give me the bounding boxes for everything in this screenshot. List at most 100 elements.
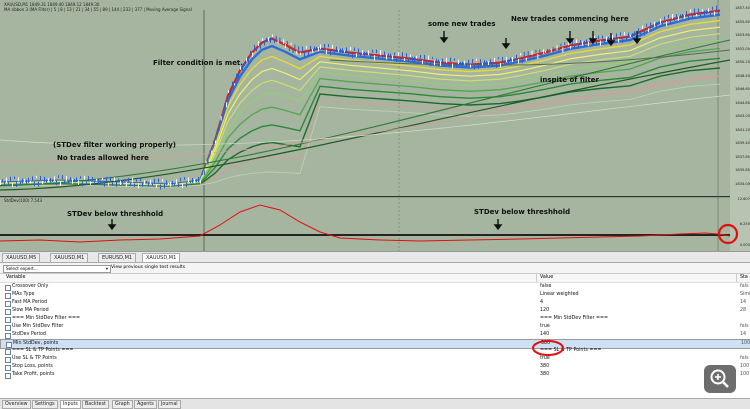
- candle: [112, 182, 113, 186]
- variable-start[interactable]: 28: [740, 308, 747, 313]
- row-checkbox[interactable]: [5, 300, 11, 307]
- candle: [60, 181, 61, 186]
- table-row[interactable]: === SL & TP Points === === SL & TP Points…: [0, 347, 750, 355]
- candle: [402, 52, 403, 58]
- candle: [180, 177, 181, 182]
- candle: [418, 58, 419, 64]
- candle: [598, 35, 599, 39]
- expert-select[interactable]: Select expert... ▾: [3, 264, 111, 273]
- candle: [162, 179, 163, 182]
- row-checkbox[interactable]: [5, 332, 11, 339]
- candle: [36, 175, 37, 179]
- variable-start[interactable]: 100: [740, 364, 750, 369]
- candle: [164, 183, 165, 189]
- candle: [426, 61, 427, 64]
- candle: [262, 38, 263, 42]
- variable-value[interactable]: false: [540, 284, 552, 289]
- candle: [694, 8, 695, 14]
- row-checkbox[interactable]: [6, 341, 12, 348]
- variable-value[interactable]: true: [540, 356, 550, 361]
- variable-start[interactable]: 14: [740, 300, 747, 305]
- variable-value[interactable]: 380: [541, 341, 551, 346]
- price-chart[interactable]: XAUUSD,M1 1849.31 1849.40 1849.12 1849.3…: [0, 0, 750, 251]
- variable-start[interactable]: 14: [740, 332, 747, 337]
- variable-name: === SL & TP Points ===: [12, 348, 74, 353]
- row-checkbox[interactable]: [5, 348, 11, 355]
- view-previous-results-link[interactable]: View previous single test results: [111, 265, 186, 270]
- candle: [644, 30, 645, 36]
- candle: [216, 128, 218, 134]
- tester-bottom-tabs: Overview Settings Inputs Backtest Graph Agent…: [0, 398, 750, 409]
- candle: [496, 63, 497, 68]
- candle: [488, 61, 489, 65]
- candle: [281, 42, 283, 45]
- variable-value[interactable]: === SL & TP Points ===: [540, 348, 602, 353]
- candle: [462, 61, 463, 67]
- table-row[interactable]: Fast MA Period 4 14: [0, 299, 750, 307]
- candle: [702, 9, 703, 12]
- candle: [606, 36, 607, 42]
- price-axis-label: 1835.80: [735, 168, 750, 172]
- variable-start[interactable]: Simi: [740, 292, 750, 297]
- candle: [342, 48, 343, 53]
- column-variable[interactable]: Variable: [6, 275, 26, 280]
- candle: [442, 58, 443, 63]
- candle: [550, 48, 552, 53]
- table-row[interactable]: MAs Type Linear weighted Simi: [0, 291, 750, 299]
- table-row[interactable]: Crossover Only false fals: [0, 283, 750, 291]
- variable-start[interactable]: fals: [740, 324, 749, 329]
- chart-indicator-list: MA ribbon 3 (MA Filter) | 5 | 8 | 13 | 2…: [4, 7, 192, 12]
- candle: [256, 49, 257, 52]
- row-checkbox[interactable]: [5, 324, 11, 331]
- variable-start[interactable]: 100: [741, 341, 750, 346]
- table-row[interactable]: === Min StdDev Filter === === Min StdDev …: [0, 315, 750, 323]
- candle: [18, 177, 19, 182]
- candle: [650, 22, 651, 28]
- row-checkbox[interactable]: [5, 316, 11, 323]
- candle: [344, 50, 345, 53]
- zoom-overlay-button[interactable]: [704, 365, 736, 393]
- variable-start[interactable]: fals: [740, 356, 749, 361]
- variable-value[interactable]: === Min StdDev Filter ===: [540, 316, 609, 321]
- variable-start[interactable]: fals: [740, 284, 749, 289]
- variable-value[interactable]: 140: [540, 332, 550, 337]
- table-row[interactable]: Take Profit, points 380 100: [0, 371, 750, 379]
- candle: [366, 52, 367, 55]
- price-axis-label: 1853.80: [735, 33, 750, 37]
- variable-name: Take Profit, points: [12, 372, 55, 377]
- candle: [354, 47, 355, 52]
- candle: [416, 55, 417, 59]
- variable-value[interactable]: 380: [540, 372, 550, 377]
- table-row[interactable]: Stop Loss, points 380 100: [0, 363, 750, 371]
- candle: [201, 170, 203, 175]
- variable-value[interactable]: 4: [540, 300, 544, 305]
- row-checkbox[interactable]: [5, 292, 11, 299]
- candle: [154, 178, 155, 184]
- variable-value[interactable]: 120: [540, 308, 550, 313]
- candle: [232, 81, 233, 87]
- candle: [570, 46, 571, 49]
- row-checkbox[interactable]: [5, 308, 11, 315]
- column-start[interactable]: Sta: [740, 275, 748, 280]
- candle: [654, 21, 655, 27]
- variable-start[interactable]: 100: [740, 372, 750, 377]
- row-checkbox[interactable]: [5, 372, 11, 379]
- table-row[interactable]: Min StdDev, points 380 100: [0, 339, 750, 349]
- table-row[interactable]: StdDev Period 140 14: [0, 331, 750, 339]
- table-row[interactable]: Use Min StdDev Filter true fals: [0, 323, 750, 331]
- variable-value[interactable]: Linear weighted: [540, 292, 579, 297]
- candle: [184, 177, 185, 180]
- candle: [213, 140, 215, 145]
- candle: [492, 62, 493, 66]
- row-checkbox[interactable]: [5, 356, 11, 363]
- variable-value[interactable]: 380: [540, 364, 550, 369]
- table-row[interactable]: Use SL & TP Points true fals: [0, 355, 750, 363]
- row-checkbox[interactable]: [5, 364, 11, 371]
- candle: [700, 12, 701, 17]
- variable-name: Use Min StdDev Filter: [12, 324, 64, 329]
- variable-value[interactable]: true: [540, 324, 550, 329]
- column-value[interactable]: Value: [540, 275, 554, 280]
- candle: [148, 181, 149, 187]
- row-checkbox[interactable]: [5, 284, 11, 291]
- table-row[interactable]: Slow MA Period 120 28: [0, 307, 750, 315]
